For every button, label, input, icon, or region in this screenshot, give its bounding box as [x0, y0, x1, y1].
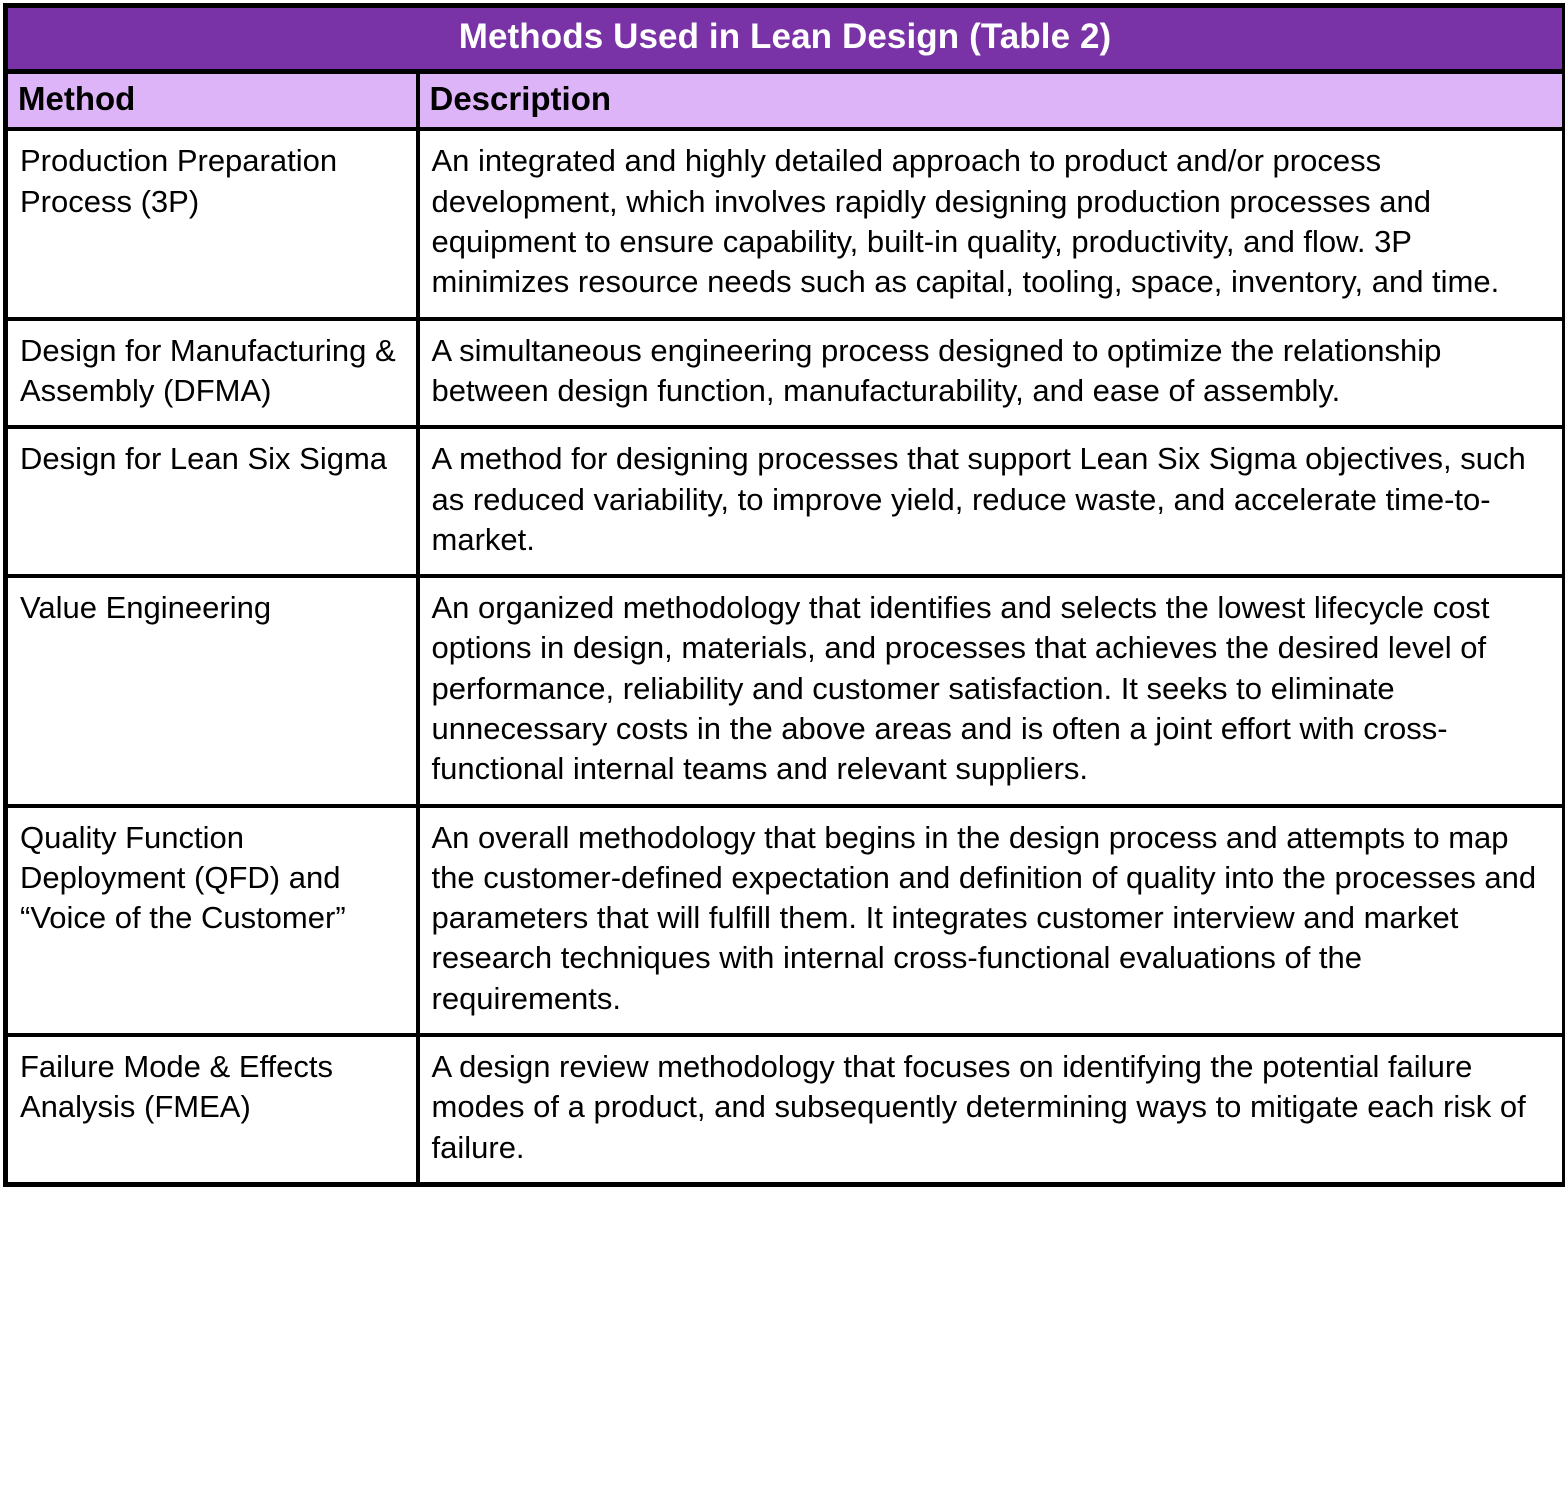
- cell-description: An integrated and highly detailed approa…: [417, 129, 1565, 321]
- cell-method: Design for Lean Six Sigma: [5, 427, 420, 579]
- column-header-description: Description: [417, 71, 1565, 132]
- cell-method: Failure Mode & Effects Analysis (FMEA): [5, 1035, 420, 1185]
- lean-design-methods-table: Methods Used in Lean Design (Table 2) Me…: [3, 3, 1565, 1187]
- cell-description: An overall methodology that begins in th…: [417, 805, 1565, 1038]
- cell-method: Design for Manufacturing & Assembly (DFM…: [5, 318, 420, 430]
- cell-description: A simultaneous engineering process desig…: [417, 318, 1565, 430]
- cell-description: A design review methodology that focuses…: [417, 1035, 1565, 1185]
- column-header-method: Method: [5, 71, 420, 132]
- cell-method: Production Preparation Process (3P): [5, 129, 420, 321]
- cell-description: An organized methodology that identifies…: [417, 576, 1565, 808]
- cell-method: Value Engineering: [5, 576, 420, 808]
- table-title: Methods Used in Lean Design (Table 2): [5, 5, 1565, 74]
- cell-method: Quality Function Deployment (QFD) and “V…: [5, 805, 420, 1038]
- table-row: Design for Lean Six Sigma A method for d…: [5, 427, 1565, 579]
- table-column-header-row: Method Description: [5, 71, 1565, 132]
- table-row: Value Engineering An organized methodolo…: [5, 576, 1565, 808]
- table-title-row: Methods Used in Lean Design (Table 2): [5, 5, 1565, 74]
- cell-description: A method for designing processes that su…: [417, 427, 1565, 579]
- table-row: Production Preparation Process (3P) An i…: [5, 129, 1565, 321]
- table-row: Failure Mode & Effects Analysis (FMEA) A…: [5, 1035, 1565, 1185]
- table-row: Design for Manufacturing & Assembly (DFM…: [5, 318, 1565, 430]
- table-row: Quality Function Deployment (QFD) and “V…: [5, 805, 1565, 1038]
